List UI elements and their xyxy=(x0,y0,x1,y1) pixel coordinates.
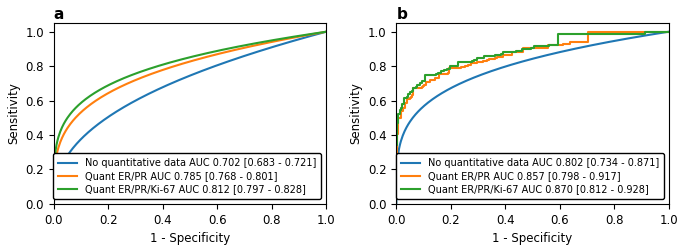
No quantitative data AUC 0.702 [0.683 - 0.721] xyxy=(51,187,59,190)
Quant ER/PR/Ki-67 AUC 0.812 [0.797 - 0.828] xyxy=(297,34,305,37)
Quant ER/PR/Ki-67 AUC 0.870 [0.812 - 0.928] xyxy=(404,95,412,98)
Line: No quantitative data AUC 0.802 [0.734 - 0.871]: No quantitative data AUC 0.802 [0.734 - … xyxy=(397,32,669,204)
Y-axis label: Sensitivity: Sensitivity xyxy=(7,82,20,144)
No quantitative data AUC 0.802 [0.734 - 0.871] xyxy=(554,51,562,54)
No quantitative data AUC 0.702 [0.683 - 0.721] xyxy=(216,62,225,66)
Quant ER/PR AUC 0.857 [0.798 - 0.917] xyxy=(393,153,401,156)
No quantitative data AUC 0.802 [0.734 - 0.871] xyxy=(622,37,630,40)
Quant ER/PR/Ki-67 AUC 0.812 [0.797 - 0.828] xyxy=(212,50,220,53)
No quantitative data AUC 0.802 [0.734 - 0.871] xyxy=(393,160,401,163)
Legend: No quantitative data AUC 0.802 [0.734 - 0.871], Quant ER/PR AUC 0.857 [0.798 - 0: No quantitative data AUC 0.802 [0.734 - … xyxy=(396,153,664,199)
Quant ER/PR/Ki-67 AUC 0.812 [0.797 - 0.828] xyxy=(50,202,58,205)
Quant ER/PR/Ki-67 AUC 0.812 [0.797 - 0.828] xyxy=(279,37,288,40)
Line: Quant ER/PR/Ki-67 AUC 0.870 [0.812 - 0.928]: Quant ER/PR/Ki-67 AUC 0.870 [0.812 - 0.9… xyxy=(397,32,669,204)
No quantitative data AUC 0.802 [0.734 - 0.871] xyxy=(664,30,673,33)
Quant ER/PR AUC 0.785 [0.768 - 0.801] xyxy=(50,202,58,205)
Quant ER/PR/Ki-67 AUC 0.812 [0.797 - 0.828] xyxy=(211,50,219,53)
No quantitative data AUC 0.802 [0.734 - 0.871] xyxy=(639,34,647,37)
Quant ER/PR AUC 0.785 [0.768 - 0.801] xyxy=(216,52,225,55)
Line: Quant ER/PR AUC 0.785 [0.768 - 0.801]: Quant ER/PR AUC 0.785 [0.768 - 0.801] xyxy=(54,32,326,204)
Quant ER/PR/Ki-67 AUC 0.870 [0.812 - 0.928] xyxy=(641,30,649,33)
Quant ER/PR/Ki-67 AUC 0.812 [0.797 - 0.828] xyxy=(322,30,330,33)
Quant ER/PR AUC 0.857 [0.798 - 0.917] xyxy=(544,46,552,49)
Quant ER/PR/Ki-67 AUC 0.870 [0.812 - 0.928] xyxy=(499,53,507,56)
Quant ER/PR AUC 0.785 [0.768 - 0.801] xyxy=(322,30,330,33)
No quantitative data AUC 0.702 [0.683 - 0.721] xyxy=(212,64,220,67)
Line: Quant ER/PR AUC 0.857 [0.798 - 0.917]: Quant ER/PR AUC 0.857 [0.798 - 0.917] xyxy=(397,32,669,204)
No quantitative data AUC 0.702 [0.683 - 0.721] xyxy=(297,37,305,40)
Quant ER/PR/Ki-67 AUC 0.870 [0.812 - 0.928] xyxy=(664,30,673,33)
Quant ER/PR AUC 0.785 [0.768 - 0.801] xyxy=(279,38,288,41)
Quant ER/PR AUC 0.857 [0.798 - 0.917] xyxy=(584,30,592,33)
No quantitative data AUC 0.702 [0.683 - 0.721] xyxy=(322,30,330,33)
Line: Quant ER/PR/Ki-67 AUC 0.812 [0.797 - 0.828]: Quant ER/PR/Ki-67 AUC 0.812 [0.797 - 0.8… xyxy=(54,32,326,204)
Y-axis label: Sensitivity: Sensitivity xyxy=(349,82,362,144)
No quantitative data AUC 0.802 [0.734 - 0.871] xyxy=(559,50,567,53)
Quant ER/PR AUC 0.857 [0.798 - 0.917] xyxy=(406,98,414,101)
Legend: No quantitative data AUC 0.702 [0.683 - 0.721], Quant ER/PR AUC 0.785 [0.768 - 0: No quantitative data AUC 0.702 [0.683 - … xyxy=(53,153,321,199)
Quant ER/PR/Ki-67 AUC 0.870 [0.812 - 0.928] xyxy=(393,202,401,205)
Quant ER/PR AUC 0.857 [0.798 - 0.917] xyxy=(664,30,673,33)
Text: a: a xyxy=(54,7,64,22)
Quant ER/PR/Ki-67 AUC 0.870 [0.812 - 0.928] xyxy=(491,54,499,57)
Quant ER/PR/Ki-67 AUC 0.812 [0.797 - 0.828] xyxy=(51,156,59,159)
Text: b: b xyxy=(397,7,407,22)
Quant ER/PR/Ki-67 AUC 0.812 [0.797 - 0.828] xyxy=(216,49,225,52)
Quant ER/PR AUC 0.857 [0.798 - 0.917] xyxy=(393,153,401,156)
Quant ER/PR AUC 0.785 [0.768 - 0.801] xyxy=(212,53,220,56)
X-axis label: 1 - Specificity: 1 - Specificity xyxy=(150,232,230,245)
No quantitative data AUC 0.802 [0.734 - 0.871] xyxy=(553,51,562,54)
Quant ER/PR/Ki-67 AUC 0.870 [0.812 - 0.928] xyxy=(545,44,553,47)
Quant ER/PR/Ki-67 AUC 0.870 [0.812 - 0.928] xyxy=(393,148,401,151)
Quant ER/PR AUC 0.785 [0.768 - 0.801] xyxy=(211,53,219,56)
Quant ER/PR AUC 0.857 [0.798 - 0.917] xyxy=(493,56,501,59)
No quantitative data AUC 0.702 [0.683 - 0.721] xyxy=(279,42,288,45)
Quant ER/PR AUC 0.785 [0.768 - 0.801] xyxy=(297,35,305,38)
Quant ER/PR/Ki-67 AUC 0.870 [0.812 - 0.928] xyxy=(393,148,401,151)
X-axis label: 1 - Specificity: 1 - Specificity xyxy=(493,232,573,245)
Quant ER/PR AUC 0.857 [0.798 - 0.917] xyxy=(393,202,401,205)
Line: No quantitative data AUC 0.702 [0.683 - 0.721]: No quantitative data AUC 0.702 [0.683 - … xyxy=(54,32,326,204)
No quantitative data AUC 0.702 [0.683 - 0.721] xyxy=(50,202,58,205)
Quant ER/PR AUC 0.785 [0.768 - 0.801] xyxy=(51,166,59,169)
No quantitative data AUC 0.802 [0.734 - 0.871] xyxy=(393,202,401,205)
No quantitative data AUC 0.702 [0.683 - 0.721] xyxy=(211,65,219,68)
Quant ER/PR AUC 0.857 [0.798 - 0.917] xyxy=(479,60,487,63)
